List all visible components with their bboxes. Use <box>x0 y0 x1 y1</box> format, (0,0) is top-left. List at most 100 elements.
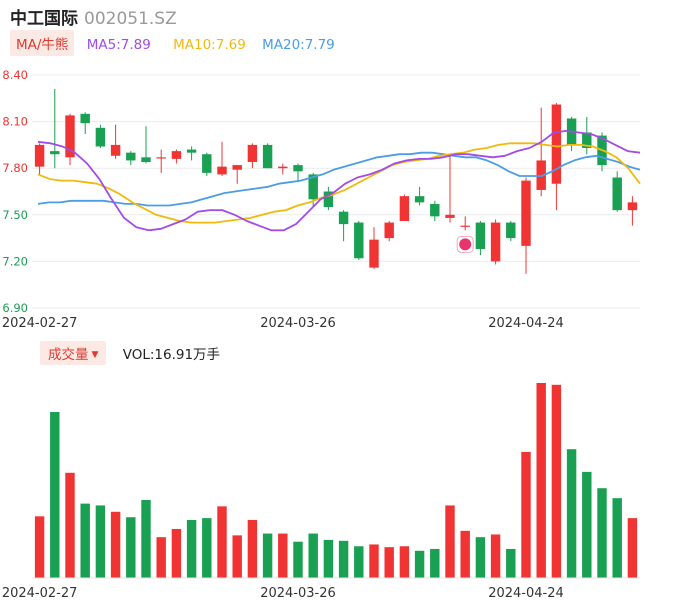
candle-body <box>445 214 455 218</box>
x-date-label: 2024-03-26 <box>260 586 336 601</box>
candle-body <box>202 154 212 173</box>
candle-body <box>232 165 242 170</box>
volume-bar <box>247 519 258 578</box>
volume-bar <box>399 546 410 578</box>
candle-body <box>110 144 121 156</box>
candle-body <box>247 144 258 162</box>
y-tick-label: 8.10 <box>2 115 28 129</box>
volume-legend: 成交量 ▼ VOL:16.91万手 <box>40 341 220 365</box>
volume-bar <box>323 539 334 578</box>
x-date-label: 2024-02-27 <box>2 316 78 331</box>
candle-body <box>384 222 394 239</box>
volume-bar <box>262 533 273 578</box>
volume-bar <box>308 533 318 578</box>
candle-body <box>460 225 470 227</box>
ma-legend: MA/牛熊 MA5:7.89 MA10:7.69 MA20:7.79 <box>10 30 335 56</box>
volume-bar <box>536 382 546 578</box>
candle-body <box>475 222 486 249</box>
ma10-line <box>37 142 641 224</box>
volume-bar <box>369 544 379 578</box>
x-date-label: 2024-04-24 <box>488 586 564 601</box>
volume-bar <box>110 511 121 578</box>
x-date-label: 2024-03-26 <box>260 316 336 331</box>
volume-tag-label: 成交量 <box>48 347 89 363</box>
volume-bar <box>278 533 288 578</box>
bull-marker-icon <box>459 238 472 251</box>
x-date-label: 2024-02-27 <box>2 586 78 601</box>
y-tick-label: 8.40 <box>2 68 28 82</box>
caret-down-icon: ▼ <box>91 350 99 360</box>
candle-body <box>612 177 622 211</box>
candle-body <box>582 132 592 149</box>
y-tick-label: 7.20 <box>2 254 28 268</box>
candle-body <box>430 203 440 217</box>
ma-indicator-toggle[interactable]: MA/牛熊 <box>10 30 75 56</box>
candle-body <box>34 144 45 167</box>
volume-bar <box>293 541 303 578</box>
volume-bar <box>217 506 227 578</box>
candle-body <box>217 166 227 175</box>
volume-bar <box>597 488 607 578</box>
volume-bar <box>551 384 562 578</box>
volume-bar <box>34 516 45 578</box>
candle-body <box>65 115 75 158</box>
volume-bar <box>506 548 516 578</box>
volume-bar <box>582 471 592 578</box>
candle-body <box>414 196 425 203</box>
volume-bar <box>95 505 106 578</box>
volume-bar <box>126 517 136 578</box>
volume-bar <box>232 535 242 578</box>
volume-bar <box>186 519 197 578</box>
candle-body <box>156 157 166 159</box>
candle-body <box>95 127 106 147</box>
candle-body <box>369 239 379 268</box>
volume-bar <box>338 540 349 578</box>
volume-bar <box>475 537 486 578</box>
candle-body <box>338 211 349 225</box>
volume-bar <box>521 451 531 578</box>
candle-body <box>323 191 334 208</box>
volume-bar <box>50 412 60 578</box>
candle-body <box>141 157 151 162</box>
volume-bar <box>354 546 364 578</box>
candle-body <box>262 144 273 169</box>
candle-body <box>308 174 318 200</box>
candle-body <box>80 113 90 124</box>
volume-bar <box>612 498 622 578</box>
volume-bar <box>384 547 394 578</box>
volume-bar <box>445 505 455 578</box>
volume-bar <box>65 472 75 578</box>
ma10-legend: MA10:7.69 <box>173 37 246 53</box>
volume-bar <box>80 503 90 578</box>
volume-bar <box>627 518 638 578</box>
candle-body <box>186 149 197 153</box>
y-tick-label: 7.80 <box>2 161 28 175</box>
ma20-line <box>37 151 641 207</box>
y-tick-label: 6.90 <box>2 301 28 315</box>
candle-body <box>490 222 501 262</box>
volume-bar <box>202 518 212 578</box>
volume-bar <box>460 530 470 578</box>
ma5-legend: MA5:7.89 <box>86 37 151 53</box>
volume-bar <box>156 537 166 578</box>
volume-bar <box>430 548 440 578</box>
candle-body <box>521 180 531 246</box>
volume-bar <box>566 449 577 578</box>
volume-bar <box>171 529 182 578</box>
stock-name: 中工国际 <box>10 9 78 29</box>
x-date-label: 2024-04-24 <box>488 316 564 331</box>
volume-bar <box>141 499 151 578</box>
y-tick-label: 7.50 <box>2 208 28 222</box>
volume-indicator-toggle[interactable]: 成交量 ▼ <box>40 341 107 365</box>
candle-body <box>171 151 182 159</box>
ma5-line <box>37 129 641 232</box>
volume-value: VOL:16.91万手 <box>122 347 221 363</box>
candle-body <box>551 104 562 184</box>
candle-body <box>354 222 364 259</box>
candle-body <box>278 166 288 169</box>
candle-body <box>293 165 303 172</box>
candle-body <box>50 151 60 155</box>
candle-body <box>126 152 136 161</box>
stock-header: 中工国际 002051.SZ <box>10 4 177 29</box>
